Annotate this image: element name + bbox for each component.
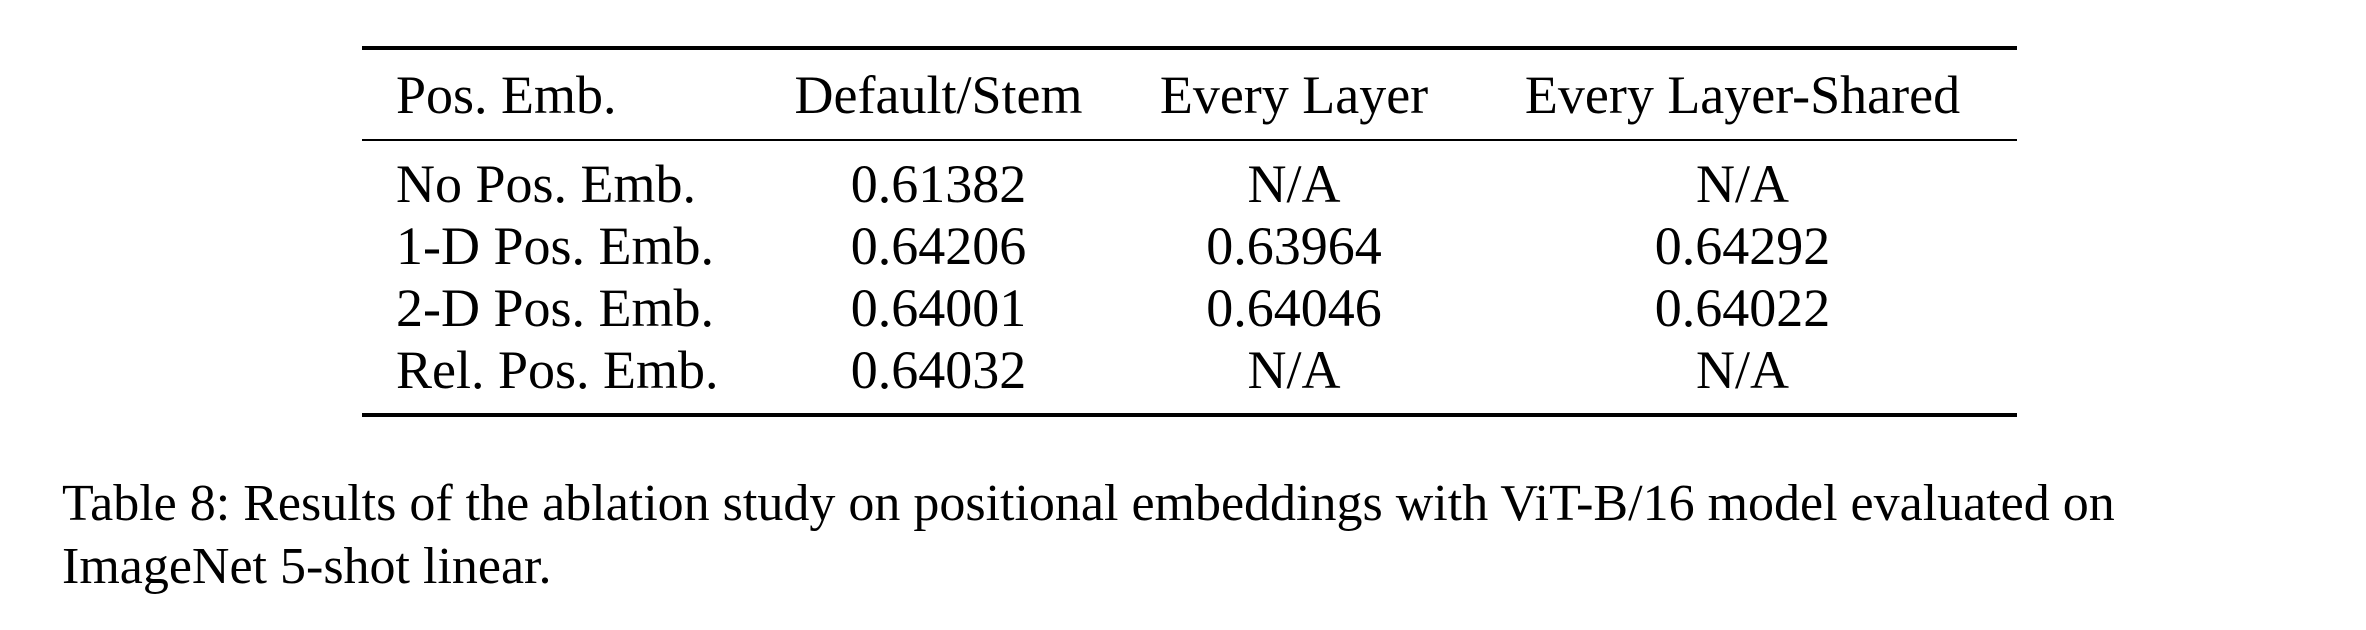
table-row: No Pos. Emb. 0.61382 N/A N/A — [362, 153, 2017, 215]
table-bottom-rule — [362, 413, 2017, 417]
table-top-rule — [362, 46, 2017, 50]
cell-default-stem: 0.64206 — [850, 216, 1027, 276]
row-label: Rel. Pos. Emb. — [396, 340, 719, 400]
cell-every-layer: 0.63964 — [1206, 216, 1382, 276]
row-label: No Pos. Emb. — [396, 154, 697, 214]
cell-default-stem: 0.64032 — [850, 340, 1027, 400]
results-table: Pos. Emb. Default/Stem Every Layer Every… — [362, 50, 2017, 139]
table-header: Pos. Emb. Default/Stem Every Layer Every… — [362, 50, 2017, 139]
header-row: Pos. Emb. Default/Stem Every Layer Every… — [362, 50, 2017, 139]
header-every-layer: Every Layer — [1159, 64, 1429, 125]
cell-every-layer: N/A — [1247, 340, 1341, 400]
header-pos-emb: Pos. Emb. — [396, 64, 617, 125]
table-caption: Table 8: Results of the ablation study o… — [62, 472, 2322, 598]
cell-every-layer-shared: N/A — [1696, 154, 1789, 214]
cell-default-stem: 0.61382 — [850, 154, 1027, 214]
row-label: 2-D Pos. Emb. — [396, 278, 715, 338]
table-row: Rel. Pos. Emb. 0.64032 N/A N/A — [362, 339, 2017, 401]
caption-line-1: Table 8: Results of the ablation study o… — [62, 475, 2115, 532]
cell-every-layer-shared: 0.64292 — [1654, 216, 1831, 276]
cell-every-layer-shared: 0.64022 — [1654, 278, 1831, 338]
table-row: 2-D Pos. Emb. 0.64001 0.64046 0.64022 — [362, 277, 2017, 339]
cell-every-layer: N/A — [1247, 154, 1341, 214]
header-default-stem: Default/Stem — [794, 64, 1083, 125]
row-label: 1-D Pos. Emb. — [396, 216, 715, 276]
header-every-layer-shared: Every Layer-Shared — [1524, 64, 1961, 125]
results-table-body: No Pos. Emb. 0.61382 N/A N/A 1-D Pos. Em… — [362, 153, 2017, 401]
cell-every-layer: 0.64046 — [1206, 278, 1382, 338]
table-mid-rule — [362, 139, 2017, 141]
cell-default-stem: 0.64001 — [850, 278, 1027, 338]
table-row: 1-D Pos. Emb. 0.64206 0.63964 0.64292 — [362, 215, 2017, 277]
caption-line-2: ImageNet 5-shot linear. — [62, 538, 552, 595]
results-table-container: Pos. Emb. Default/Stem Every Layer Every… — [362, 46, 2017, 417]
cell-every-layer-shared: N/A — [1696, 340, 1789, 400]
